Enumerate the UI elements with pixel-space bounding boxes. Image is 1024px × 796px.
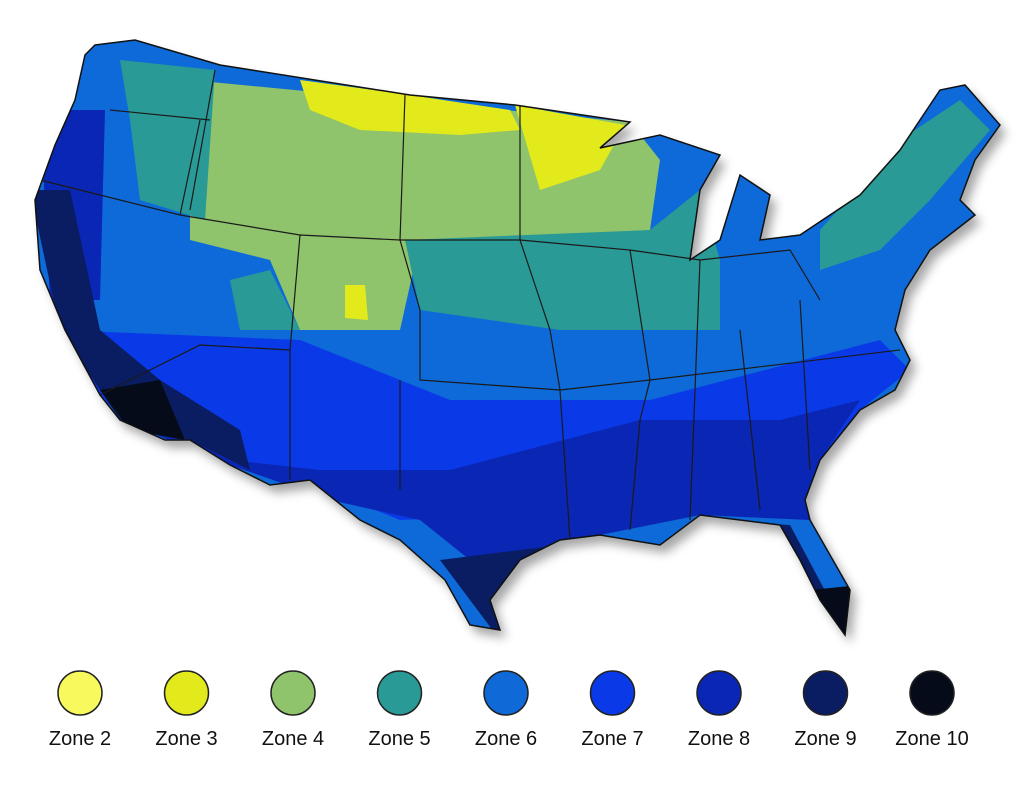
legend: Zone 2 Zone 3 Zone 4 Zone 5 Zone 6 Zone 7 Zone… [49, 670, 969, 750]
legend-swatch [376, 670, 423, 716]
zone-8-region [40, 110, 860, 560]
legend-label: Zone 9 [794, 728, 856, 750]
legend-swatch [589, 670, 636, 716]
legend-label: Zone 5 [368, 728, 430, 750]
legend-label: Zone 3 [155, 728, 217, 750]
legend-label: Zone 10 [895, 728, 968, 750]
map [34, 39, 1001, 636]
legend-swatch [696, 670, 742, 716]
legend-label: Zone 7 [581, 728, 643, 750]
legend-swatch [57, 670, 103, 716]
zone-5-region [120, 60, 990, 330]
state-borders [39, 69, 901, 541]
legend-label: Zone 2 [49, 728, 111, 750]
legend-swatch [483, 670, 529, 716]
legend-swatch [163, 670, 210, 716]
legend-label: Zone 4 [262, 728, 324, 750]
legend-label: Zone 8 [688, 728, 750, 750]
legend-swatch [270, 670, 316, 716]
legend-label: Zone 6 [475, 728, 537, 750]
zone-3-region [300, 80, 625, 320]
legend-swatch [909, 670, 955, 716]
legend-swatch [802, 670, 849, 716]
